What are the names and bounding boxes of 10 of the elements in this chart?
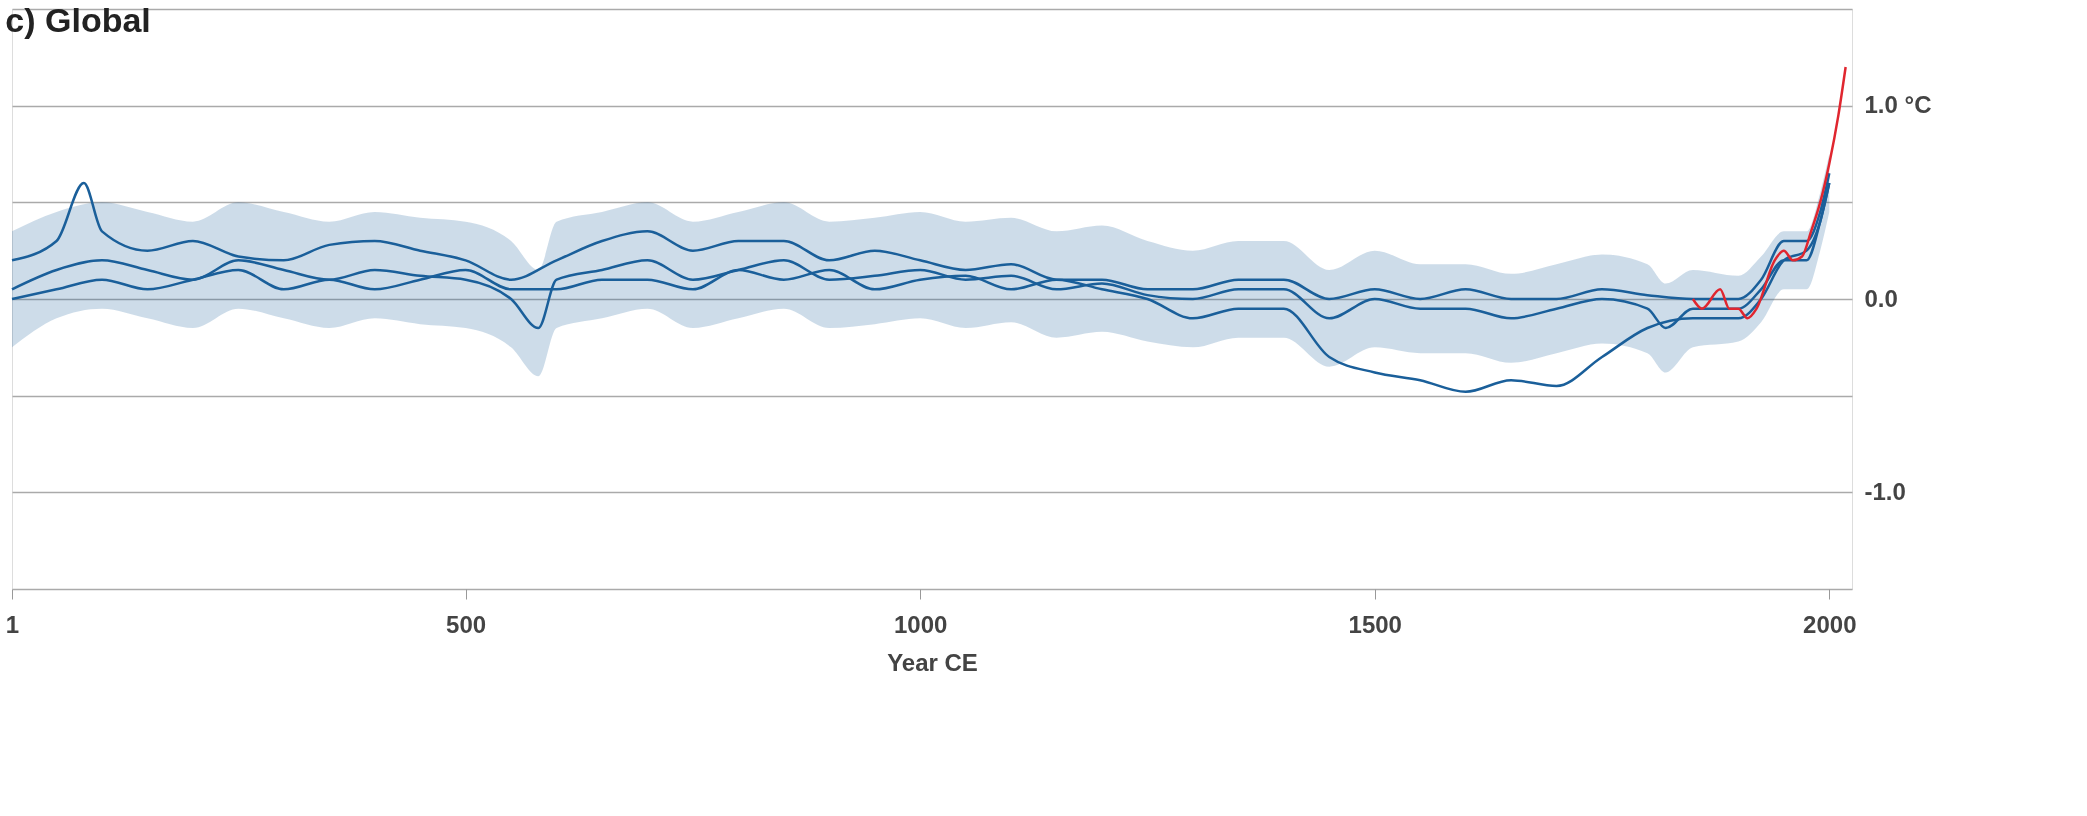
- x-tick-label: 1000: [893, 610, 948, 638]
- x-tick-label: 2000: [1803, 610, 1857, 638]
- x-tick-label: 500: [446, 610, 487, 638]
- y-tick-label: -1.0: [1864, 477, 1906, 505]
- y-tick-label: 1.0 °C: [1864, 91, 1932, 119]
- x-axis-title: Year CE: [887, 648, 978, 676]
- chart-title: c) Global: [5, 1, 151, 39]
- x-tick-label: 1500: [1348, 610, 1402, 638]
- x-tick-label: 1: [5, 610, 20, 638]
- y-tick-label: 0.0: [1864, 284, 1898, 312]
